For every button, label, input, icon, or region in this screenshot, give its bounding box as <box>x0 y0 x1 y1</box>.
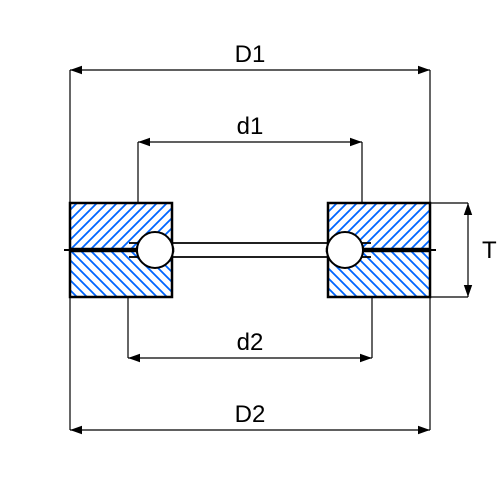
dim-d2-label: d2 <box>237 329 264 356</box>
bearing-diagram: D1 d1 d2 D2 T <box>0 0 500 500</box>
dim-D1-label: D1 <box>235 41 266 68</box>
dim-T-label: T <box>482 237 497 264</box>
dim-d1-label: d1 <box>237 113 264 140</box>
dim-D2-label: D2 <box>235 401 266 428</box>
